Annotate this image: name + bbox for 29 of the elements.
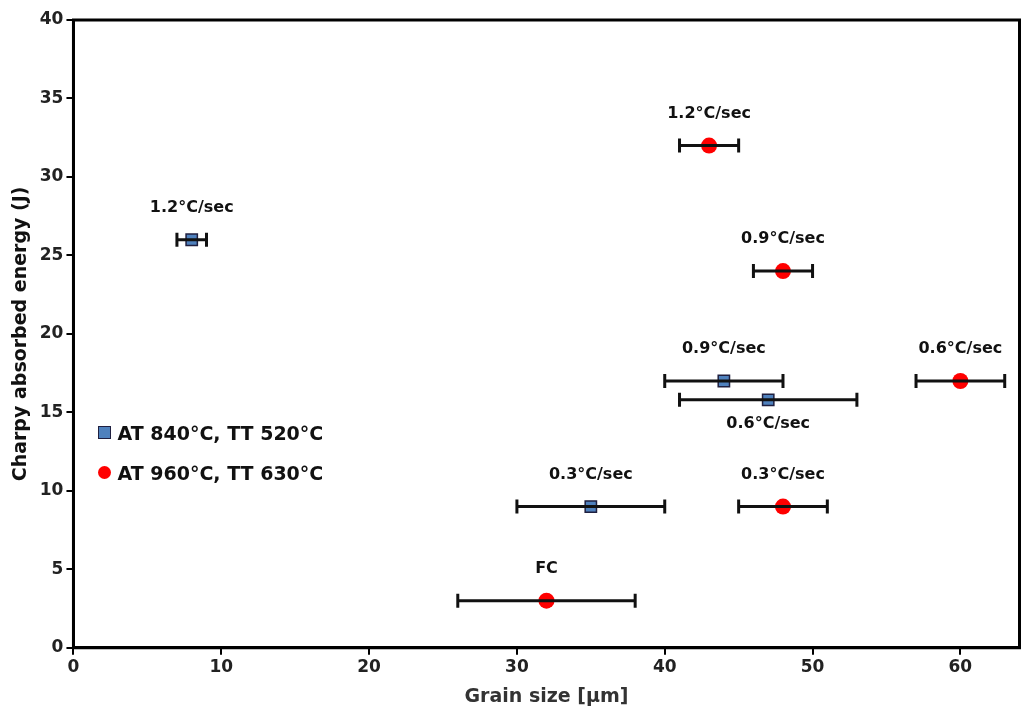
y-tick-label: 20 [39, 322, 64, 343]
annotation: 1.2°C/sec [149, 196, 234, 216]
annotation: FC [535, 557, 558, 577]
x-tick-label: 60 [948, 656, 973, 677]
annotation: 1.2°C/sec [667, 102, 751, 122]
annotation: 0.9°C/sec [681, 338, 766, 358]
y-tick-label: 0 [51, 636, 64, 657]
legend-label: AT 960°C, TT 630°C [117, 461, 324, 484]
y-tick-label: 30 [39, 165, 64, 186]
x-axis-title: Grain size [µm] [464, 683, 629, 706]
y-tick-label: 15 [39, 400, 64, 421]
x-tick-label: 10 [209, 656, 234, 677]
annotation: 0.9°C/sec [741, 228, 825, 248]
y-axis-title: Charpy absorbed energy (J) [8, 186, 31, 482]
legend-label: AT 840°C, TT 520°C [117, 421, 324, 444]
y-tick-label: 10 [39, 479, 64, 500]
x-tick-label: 40 [652, 656, 677, 677]
y-tick-label: 35 [39, 86, 64, 107]
x-tick-label: 30 [505, 656, 529, 677]
x-tick-label: 0 [67, 656, 80, 677]
x-tick-label: 50 [800, 656, 825, 677]
x-tick-label: 20 [357, 656, 382, 677]
y-tick-label: 25 [39, 243, 64, 264]
annotation: 0.6°C/sec [726, 412, 811, 432]
y-tick-label: 40 [39, 8, 64, 29]
annotation: 0.6°C/sec [918, 338, 1003, 358]
y-tick-label: 5 [51, 557, 64, 578]
annotation: 0.3°C/sec [548, 463, 633, 483]
annotation: 0.3°C/sec [741, 463, 825, 483]
